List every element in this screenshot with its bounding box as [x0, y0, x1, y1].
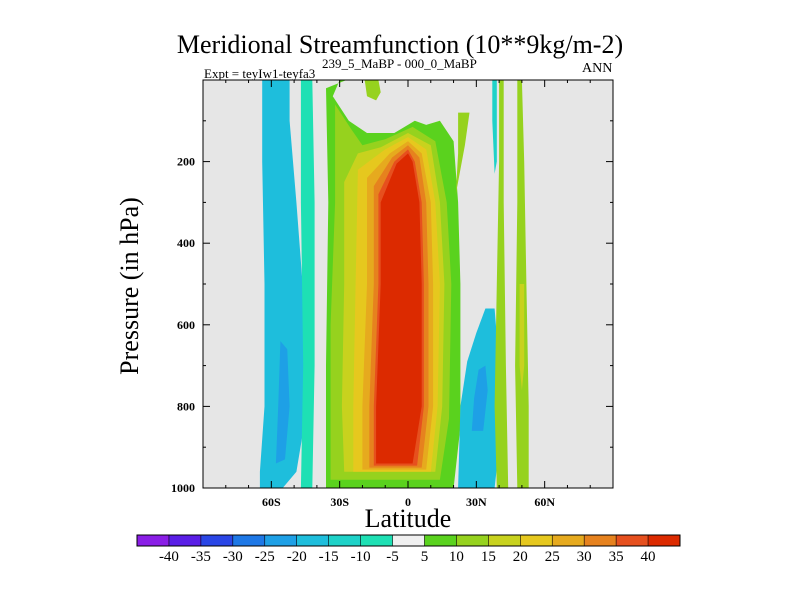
colorbar-label: 40	[641, 549, 656, 565]
colorbar-swatch	[137, 535, 170, 546]
colorbar-label: 10	[449, 549, 464, 565]
colorbar-swatch	[456, 535, 489, 546]
period-label: 239_5_MaBP - 000_0_MaBP	[322, 56, 477, 71]
y-tick-label: 800	[177, 399, 195, 413]
colorbar-swatch	[328, 535, 361, 546]
colorbar-swatch	[424, 535, 457, 546]
chart-title: Meridional Streamfunction (10**9kg/m-2)	[176, 30, 624, 59]
contour-region-nh-outer-yellow	[519, 284, 525, 391]
contour-region-tropical-core	[376, 153, 422, 464]
colorbar-label: -5	[386, 549, 399, 565]
y-tick-label: 400	[177, 236, 195, 250]
colorbar-swatch	[200, 535, 234, 546]
x-tick-label: 60S	[262, 495, 281, 509]
contour-region-nh-mid-green	[494, 80, 509, 488]
contour-region-nh-narrow-cyan	[492, 80, 497, 174]
x-tick-label: 0	[405, 495, 411, 509]
x-tick-label: 30S	[330, 495, 349, 509]
experiment-label: Expt = teyIw1-teyfa3	[204, 66, 316, 81]
colorbar-label: -25	[255, 549, 275, 565]
x-axis-ticks: 60S 30S 0 30N 60N	[225, 80, 591, 509]
colorbar-frame	[136, 534, 681, 547]
colorbar-label: 35	[609, 549, 624, 565]
colorbar-label: -40	[159, 549, 179, 565]
contour-region-nh-green-strip	[455, 112, 470, 195]
contour-region-sh-edge-cell	[300, 80, 315, 488]
y-axis-title: Pressure (in hPa)	[115, 197, 144, 375]
colorbar-swatch	[520, 535, 553, 546]
x-axis-title: Latitude	[365, 504, 452, 533]
y-tick-label: 600	[177, 318, 195, 332]
colorbar-swatch	[168, 535, 202, 546]
colorbar: -40 -35 -30 -25 -20 -15 -10 -5 5 10 15 20 25 30 35 40	[136, 534, 681, 565]
colorbar-swatch	[392, 535, 425, 546]
colorbar-swatch	[616, 535, 649, 546]
colorbar-swatch	[360, 535, 393, 546]
colorbar-label: -30	[223, 549, 243, 565]
contour-region-sh-outer-core	[275, 341, 290, 464]
colorbar-label: 15	[481, 549, 496, 565]
colorbar-label: -35	[191, 549, 211, 565]
contour-region-sh-outer-cell	[259, 80, 306, 488]
x-tick-label: 60N	[534, 495, 555, 509]
colorbar-label: 30	[577, 549, 592, 565]
y-tick-label: 1000	[171, 481, 195, 495]
colorbar-swatch	[552, 535, 585, 546]
colorbar-swatch	[296, 535, 330, 546]
colorbar-swatch	[584, 535, 617, 546]
contour-regions	[259, 80, 529, 488]
colorbar-swatch	[648, 535, 681, 546]
y-axis-ticks: 200 400 600 800 1000	[171, 120, 613, 495]
x-tick-label: 30N	[466, 495, 487, 509]
colorbar-swatch	[488, 535, 521, 546]
colorbar-label: 20	[513, 549, 528, 565]
colorbar-swatch	[232, 535, 266, 546]
colorbar-label: -20	[287, 549, 307, 565]
colorbar-label: 5	[421, 549, 429, 565]
colorbar-label: -15	[319, 549, 339, 565]
contour-region-sh-upper-green	[364, 80, 381, 101]
season-label: ANN	[582, 61, 613, 76]
colorbar-label: -10	[351, 549, 371, 565]
y-tick-label: 200	[177, 155, 195, 169]
colorbar-label: 25	[545, 549, 560, 565]
contour-region-nh-blue-core	[471, 365, 488, 431]
colorbar-swatch	[264, 535, 298, 546]
